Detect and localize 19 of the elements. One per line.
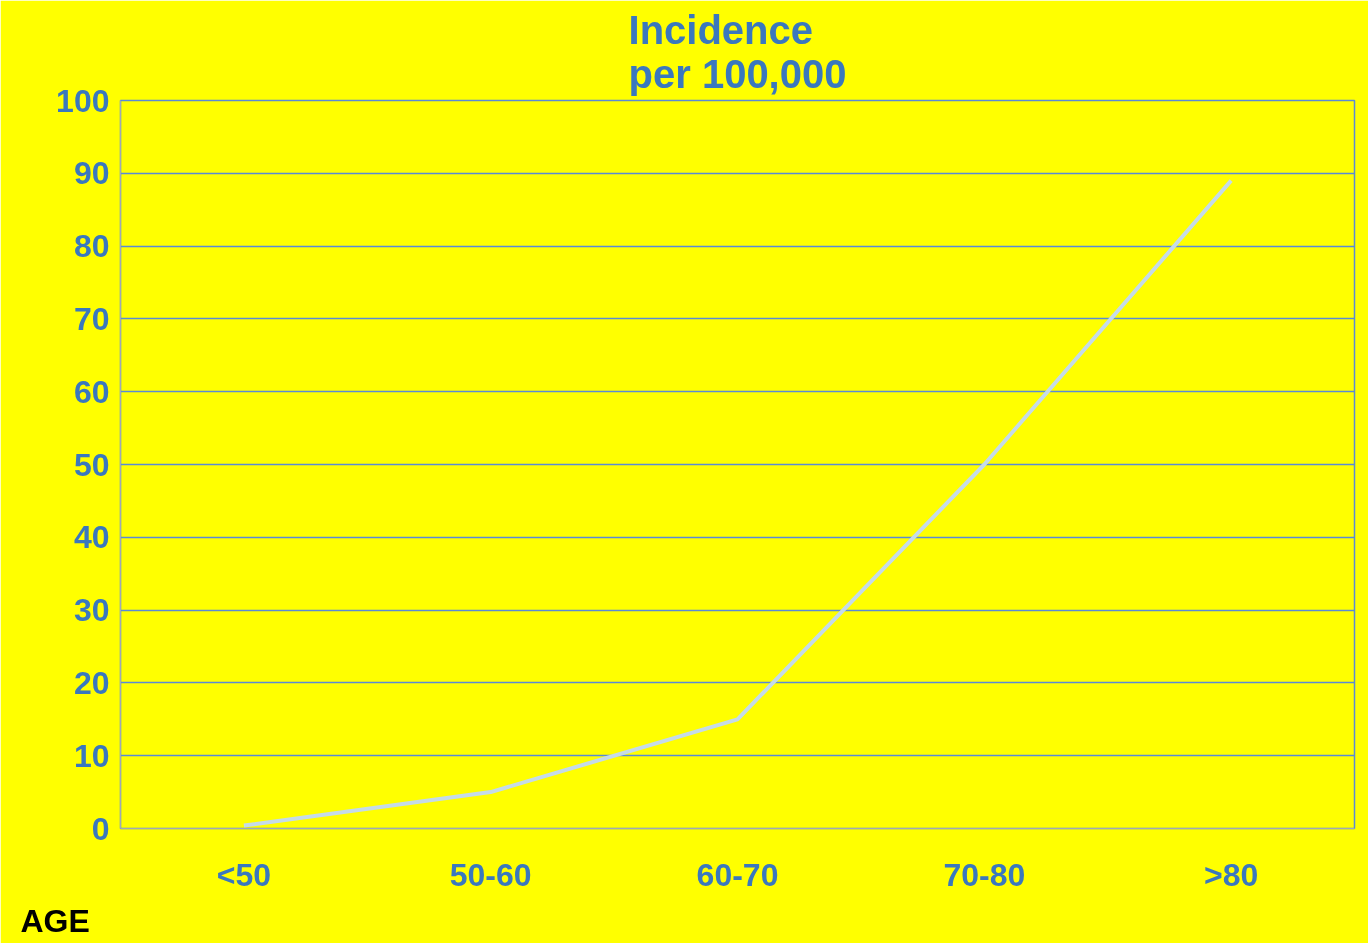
y-tick-label: 60 [73, 373, 110, 410]
y-tick-label: 90 [73, 155, 110, 192]
y-tick-label: 10 [73, 737, 110, 774]
line-series [241, 178, 1234, 828]
y-tick-label: 20 [73, 664, 110, 701]
y-tick-label: 70 [73, 300, 110, 337]
y-tick-label: 80 [73, 228, 110, 265]
chart-title: Incidence per 100,000 [628, 7, 847, 96]
x-tick-label: 60-70 [696, 856, 779, 893]
x-tick-label: 70-80 [943, 856, 1026, 893]
y-tick-label: 100 [56, 82, 110, 119]
x-tick-label: >80 [1203, 856, 1259, 893]
x-tick-label: 50-60 [449, 856, 532, 893]
y-tick-label: 0 [91, 810, 110, 847]
y-tick-label: 40 [73, 519, 110, 556]
y-tick-label: 50 [73, 446, 110, 483]
y-tick-label: 30 [73, 592, 110, 629]
x-axis-title: AGE [20, 902, 90, 939]
x-tick-label: <50 [216, 856, 272, 893]
